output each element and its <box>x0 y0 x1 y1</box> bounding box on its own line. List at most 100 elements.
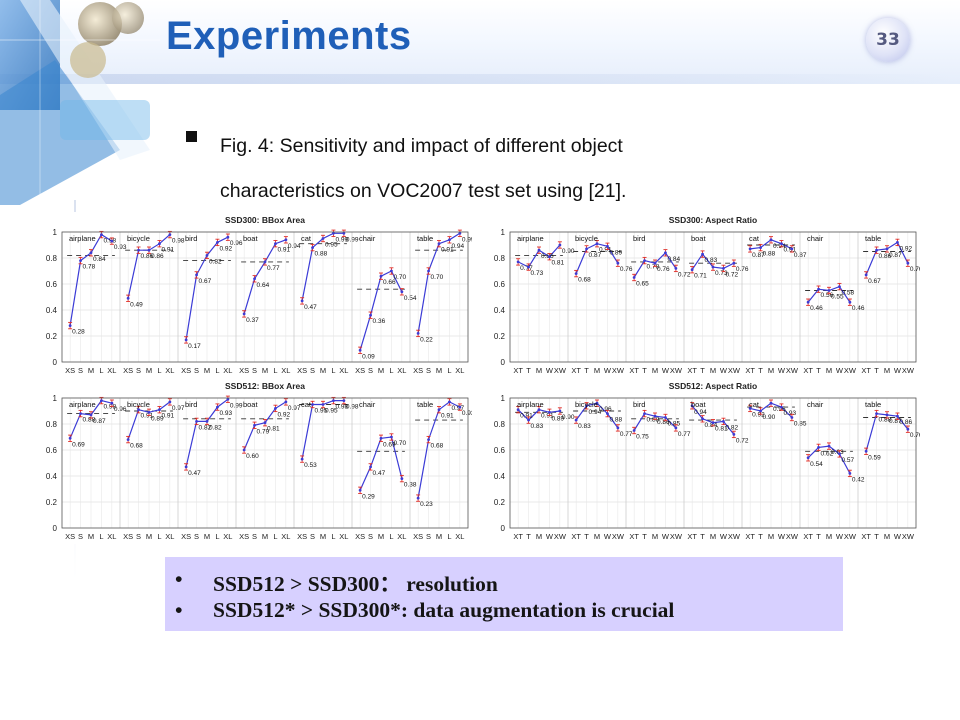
y-tick-label: 0.4 <box>46 472 58 481</box>
data-label: 0.63 <box>831 449 844 456</box>
x-tick-label: M <box>88 532 94 541</box>
group-label: chair <box>807 400 824 409</box>
data-point <box>896 241 899 244</box>
data-point <box>632 276 636 279</box>
data-label: 0.94 <box>451 243 464 250</box>
data-point <box>548 410 551 414</box>
x-tick-label: M <box>262 532 268 541</box>
x-tick-label: T <box>584 366 589 375</box>
y-tick-label: 0 <box>501 358 506 367</box>
data-label: 0.47 <box>304 304 317 311</box>
x-tick-label: XL <box>455 366 464 375</box>
data-point <box>711 265 715 269</box>
data-label: 0.42 <box>852 476 865 483</box>
x-tick-label: M <box>320 532 326 541</box>
data-label: 0.09 <box>362 353 375 360</box>
x-tick-label: M <box>146 366 152 375</box>
chart-ssd512-bbox-area: SSD512: BBox Area 0 0.2 0.4 0.6 0.8 1 0.69 XS 0.8… <box>38 378 472 544</box>
data-point <box>300 457 304 461</box>
x-tick-label: XW <box>844 532 857 541</box>
group-label: table <box>865 400 881 409</box>
data-label: 0.95 <box>315 408 328 415</box>
data-point <box>906 261 910 265</box>
x-tick-label: XW <box>786 366 799 375</box>
data-label: 0.73 <box>715 270 728 277</box>
data-point <box>458 231 462 235</box>
group-label: airplane <box>69 400 96 409</box>
chart-background <box>486 212 920 378</box>
x-tick-label: T <box>874 532 879 541</box>
data-label: 0.46 <box>852 305 865 312</box>
data-point <box>838 452 841 456</box>
x-tick-label: M <box>710 532 716 541</box>
data-label: 0.87 <box>794 252 807 259</box>
x-tick-label: XL <box>223 366 232 375</box>
plot-frame <box>509 397 917 529</box>
page-number-badge: 33 <box>866 18 910 62</box>
data-point <box>906 427 910 431</box>
data-point <box>100 233 103 236</box>
x-tick-label: T <box>700 366 705 375</box>
data-label: 0.98 <box>103 404 116 411</box>
x-tick-label: XT <box>629 366 639 375</box>
page-number: 33 <box>876 30 900 50</box>
x-tick-label: XT <box>687 532 697 541</box>
data-label: 0.67 <box>868 278 881 285</box>
data-label: 0.96 <box>230 240 243 247</box>
y-tick-label: 1 <box>53 228 58 237</box>
caption-line-2: characteristics on VOC2007 test set usin… <box>220 180 627 202</box>
x-tick-label: XS <box>355 366 365 375</box>
data-label: 0.28 <box>72 329 85 336</box>
data-label: 0.77 <box>267 265 280 272</box>
x-tick-label: XS <box>239 366 249 375</box>
data-label: 0.47 <box>188 470 201 477</box>
x-tick-label: L <box>215 366 219 375</box>
group-label: bird <box>185 234 198 243</box>
data-label: 0.96 <box>599 406 612 413</box>
data-label: 0.87 <box>93 418 106 425</box>
data-label: 0.95 <box>325 242 338 249</box>
data-point <box>400 477 404 480</box>
x-tick-label: M <box>826 532 832 541</box>
data-point <box>790 247 794 251</box>
x-tick-label: T <box>816 532 821 541</box>
data-point <box>574 418 578 422</box>
plot-frame <box>61 231 469 363</box>
x-tick-label: T <box>758 532 763 541</box>
y-tick-label: 0.2 <box>46 332 58 341</box>
data-point <box>674 426 678 430</box>
x-tick-label: W <box>604 532 612 541</box>
x-tick-label: XS <box>65 532 75 541</box>
data-label: 0.88 <box>609 417 622 424</box>
data-label: 0.83 <box>578 423 591 430</box>
data-point <box>300 299 304 303</box>
data-label: 0.91 <box>541 413 554 420</box>
data-label: 0.76 <box>910 432 920 439</box>
data-label: 0.94 <box>288 243 301 250</box>
x-tick-label: T <box>526 366 531 375</box>
data-point <box>606 412 609 415</box>
y-tick-label: 0 <box>53 358 58 367</box>
data-label: 0.76 <box>657 266 670 273</box>
data-point <box>643 259 646 262</box>
data-label: 0.79 <box>257 428 270 435</box>
x-tick-label: S <box>252 366 257 375</box>
data-point <box>780 242 783 246</box>
banner-underline <box>0 74 960 84</box>
data-label: 0.89 <box>609 249 622 256</box>
data-point <box>748 247 752 251</box>
data-point <box>158 242 161 246</box>
data-point <box>379 436 383 440</box>
x-tick-label: XT <box>745 532 755 541</box>
data-point <box>701 417 704 421</box>
data-label: 0.72 <box>725 271 738 278</box>
x-tick-label: M <box>378 532 384 541</box>
chart-ssd300-bbox-area-svg: SSD300: BBox Area 0 0.2 0.4 0.6 0.8 1 0.28 XS 0.7… <box>38 212 472 378</box>
data-label: 0.99 <box>230 402 243 409</box>
data-label: 0.37 <box>246 317 259 324</box>
chart-title: SSD512: Aspect Ratio <box>669 381 758 391</box>
data-label: 0.87 <box>889 418 902 425</box>
data-label: 0.77 <box>620 431 633 438</box>
x-tick-label: W <box>662 532 670 541</box>
x-tick-label: L <box>157 532 161 541</box>
